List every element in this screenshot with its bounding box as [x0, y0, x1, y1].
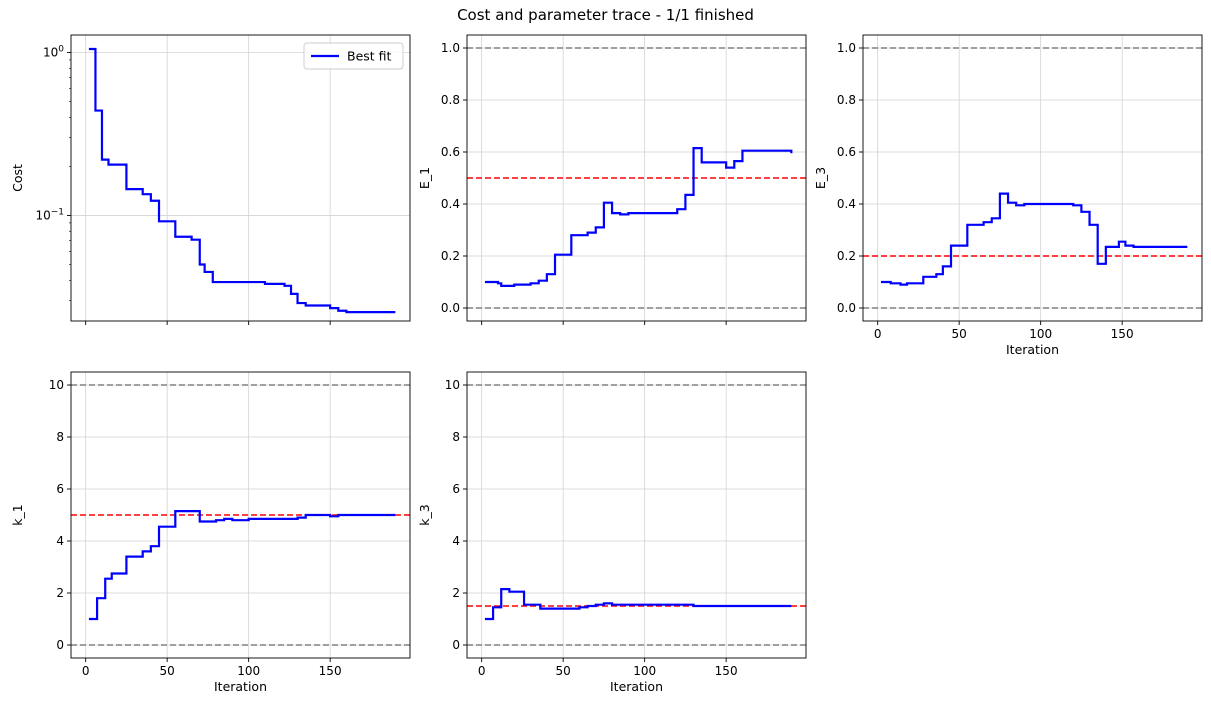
axis-label-x: Iteration [610, 679, 663, 694]
tick-label-y: 8 [56, 430, 64, 444]
legend-label: Best fit [347, 49, 392, 64]
tick-label-y: 0.0 [441, 301, 460, 315]
tick-label-y: 2 [56, 586, 64, 600]
tick-label-x: 100 [237, 664, 260, 678]
series-line-k_3 [484, 588, 792, 621]
subplot-E_3: 0 50 100 150 0.0 0.2 0.4 0.6 0.8 1.0 Iteration E_3 [813, 34, 1203, 357]
tick-label-y: 8 [452, 430, 460, 444]
tick-label-y: 0 [56, 638, 64, 652]
subplot-cost: 100 10−1 Cost Best fit [10, 34, 411, 325]
axis-label-y: Cost [10, 164, 25, 192]
tick-label-x: 150 [715, 664, 738, 678]
tick-label-x: 100 [633, 664, 656, 678]
tick-label-y: 2 [452, 586, 460, 600]
tick-label-y: 0.4 [837, 197, 856, 211]
tick-label-y: 10 [49, 378, 64, 392]
tick-label-x: 0 [874, 327, 882, 341]
tick-label-y: 10−1 [35, 207, 64, 222]
tick-label-x: 0 [478, 664, 486, 678]
axis-label-y: k_3 [417, 504, 432, 525]
legend: Best fit [303, 42, 404, 70]
tick-label-y: 1.0 [441, 41, 460, 55]
tick-label-x: 100 [1029, 327, 1052, 341]
axes-frame [466, 34, 807, 322]
axis-label-y: E_1 [417, 167, 432, 189]
tick-label-y: 0.6 [441, 145, 460, 159]
tick-label-y: 0.2 [837, 249, 856, 263]
figure-title: Cost and parameter trace - 1/1 finished [457, 6, 754, 24]
tick-label-y: 0.6 [837, 145, 856, 159]
tick-label-y: 0 [452, 638, 460, 652]
axis-label-x: Iteration [1006, 342, 1059, 357]
tick-label-y: 4 [56, 534, 64, 548]
series-line-E_1 [484, 147, 793, 287]
subplot-k_1: 0 50 100 150 0 2 4 6 8 10 Iteration k_1 [10, 371, 411, 694]
tick-label-y: 6 [56, 482, 64, 496]
axes-frame [70, 371, 411, 659]
tick-label-y: 0.0 [837, 301, 856, 315]
subplot-k_3: 0 50 100 150 0 2 4 6 8 10 Iteration k_3 [417, 371, 807, 694]
legend-box [303, 42, 404, 70]
tick-label-y: 6 [452, 482, 460, 496]
tick-label-x: 0 [82, 664, 90, 678]
axes-frame [70, 34, 411, 322]
series-line-E_3 [880, 192, 1188, 286]
subplot-E_1: 0.0 0.2 0.4 0.6 0.8 1.0 E_1 [417, 34, 807, 325]
tick-label-y: 0.2 [441, 249, 460, 263]
series-line-k_1 [88, 510, 396, 621]
series-line-cost [88, 47, 396, 314]
tick-label-y: 0.4 [441, 197, 460, 211]
tick-label-x: 50 [952, 327, 967, 341]
tick-label-x: 50 [160, 664, 175, 678]
tick-label-y: 0.8 [837, 93, 856, 107]
tick-label-y: 0.8 [441, 93, 460, 107]
tick-label-x: 150 [319, 664, 342, 678]
tick-label-y: 1.0 [837, 41, 856, 55]
tick-label-y: 10 [445, 378, 460, 392]
tick-label-x: 50 [556, 664, 571, 678]
axes-frame [862, 34, 1203, 322]
axis-label-y: E_3 [813, 167, 828, 189]
tick-label-y: 100 [43, 44, 64, 59]
axes-frame [466, 371, 807, 659]
tick-label-x: 150 [1111, 327, 1134, 341]
tick-label-y: 4 [452, 534, 460, 548]
axis-label-y: k_1 [10, 504, 25, 525]
axis-label-x: Iteration [214, 679, 267, 694]
